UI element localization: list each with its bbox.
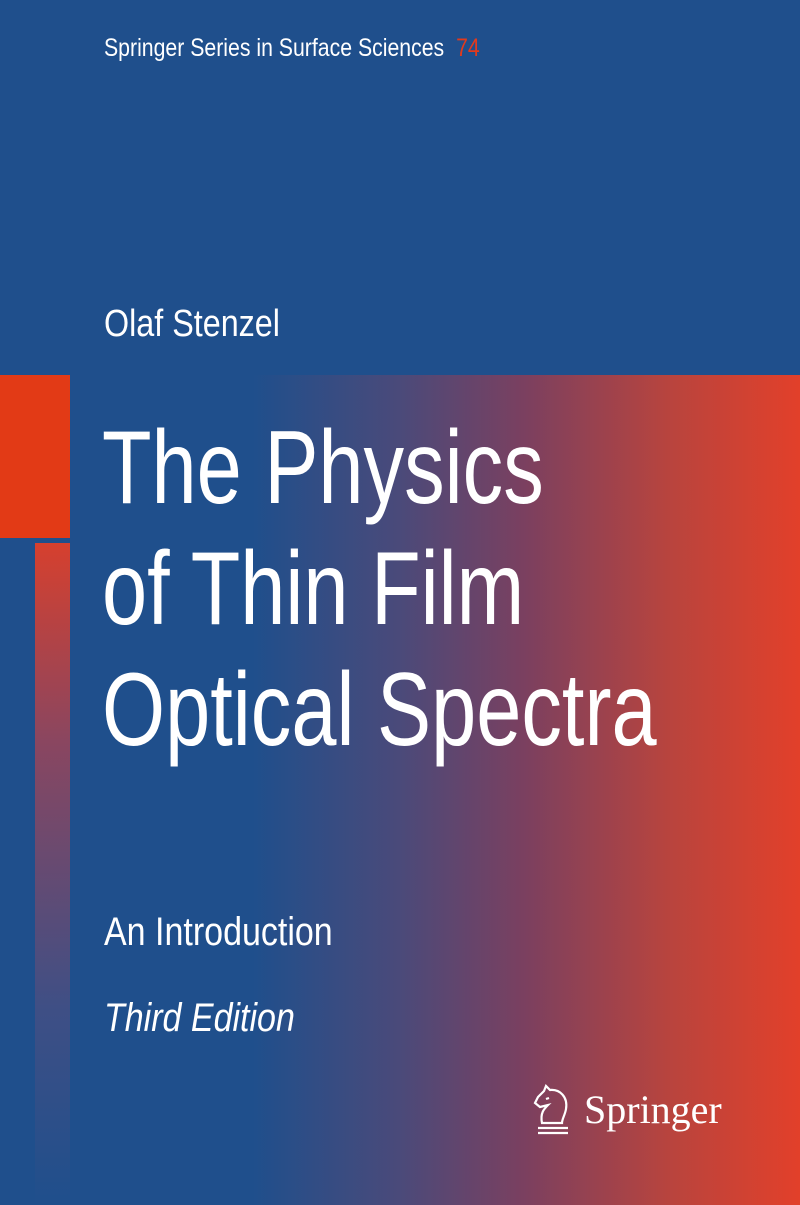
- publisher-name: Springer: [584, 1086, 722, 1132]
- gradient-panel: [70, 375, 800, 1205]
- subtitle: An Introduction: [104, 910, 333, 954]
- publisher-logo: Springer: [532, 1083, 722, 1135]
- orange-block: [0, 375, 70, 538]
- edition: Third Edition: [104, 996, 295, 1040]
- gradient-strip: [35, 543, 70, 1205]
- title-line: The Physics: [102, 410, 544, 526]
- title-line: Optical Spectra: [102, 652, 657, 768]
- series-name: Springer Series in Surface Sciences: [104, 34, 445, 62]
- series-line: Springer Series in Surface Sciences 74: [104, 34, 480, 63]
- knight-horse-icon: [533, 1084, 568, 1135]
- book-title: The Physics of Thin Film Optical Spectra: [102, 408, 657, 771]
- title-line: of Thin Film: [102, 531, 525, 647]
- author: Olaf Stenzel: [104, 303, 280, 345]
- series-number: 74: [456, 34, 480, 62]
